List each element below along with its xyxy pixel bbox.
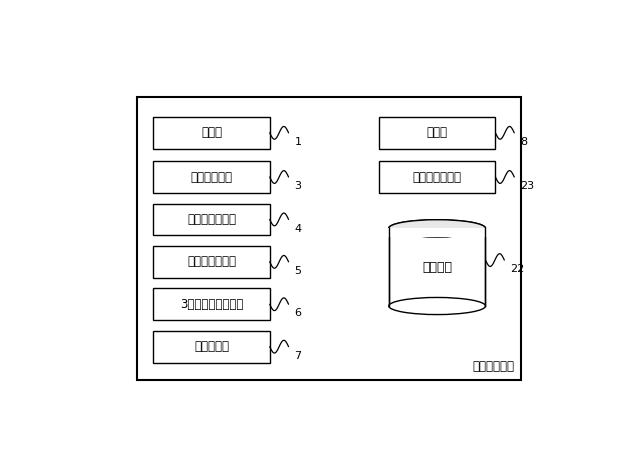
Bar	[137, 97, 522, 380]
Bar	[153, 203, 269, 235]
Bar	[153, 161, 269, 193]
Text: 表示部: 表示部	[427, 126, 447, 140]
Bar	[379, 161, 495, 193]
Text: 3次元データ生成部: 3次元データ生成部	[180, 298, 243, 311]
Text: 映像ＤＢ: 映像ＤＢ	[422, 261, 452, 274]
Text: 映像生成部: 映像生成部	[194, 340, 229, 353]
Bar	[388, 228, 486, 306]
Text: 動作情報生成部: 動作情報生成部	[187, 213, 236, 226]
Ellipse shape	[388, 297, 486, 314]
Text: 7: 7	[294, 351, 301, 361]
Text: 動作表示装置: 動作表示装置	[472, 360, 514, 373]
Text: 8: 8	[520, 137, 527, 147]
Bar	[153, 288, 269, 320]
Bar	[153, 246, 269, 278]
Text: 3: 3	[294, 181, 301, 191]
Text: 23: 23	[520, 181, 534, 191]
Ellipse shape	[388, 220, 486, 237]
Bar	[379, 117, 495, 149]
Text: 差分情報生成部: 差分情報生成部	[187, 255, 236, 269]
Text: 1: 1	[294, 137, 301, 147]
Ellipse shape	[388, 220, 486, 237]
Bar	[387, 228, 488, 237]
Text: 4: 4	[294, 224, 301, 234]
Text: 指標映像選択部: 指標映像選択部	[413, 170, 461, 184]
Text: 6: 6	[294, 308, 301, 319]
Text: 5: 5	[294, 266, 301, 276]
Bar	[153, 331, 269, 363]
Text: 撮影部: 撮影部	[201, 126, 222, 140]
Text: 22: 22	[510, 264, 525, 274]
Bar	[153, 117, 269, 149]
Text: 特徴点抄出部: 特徴点抄出部	[191, 170, 232, 184]
